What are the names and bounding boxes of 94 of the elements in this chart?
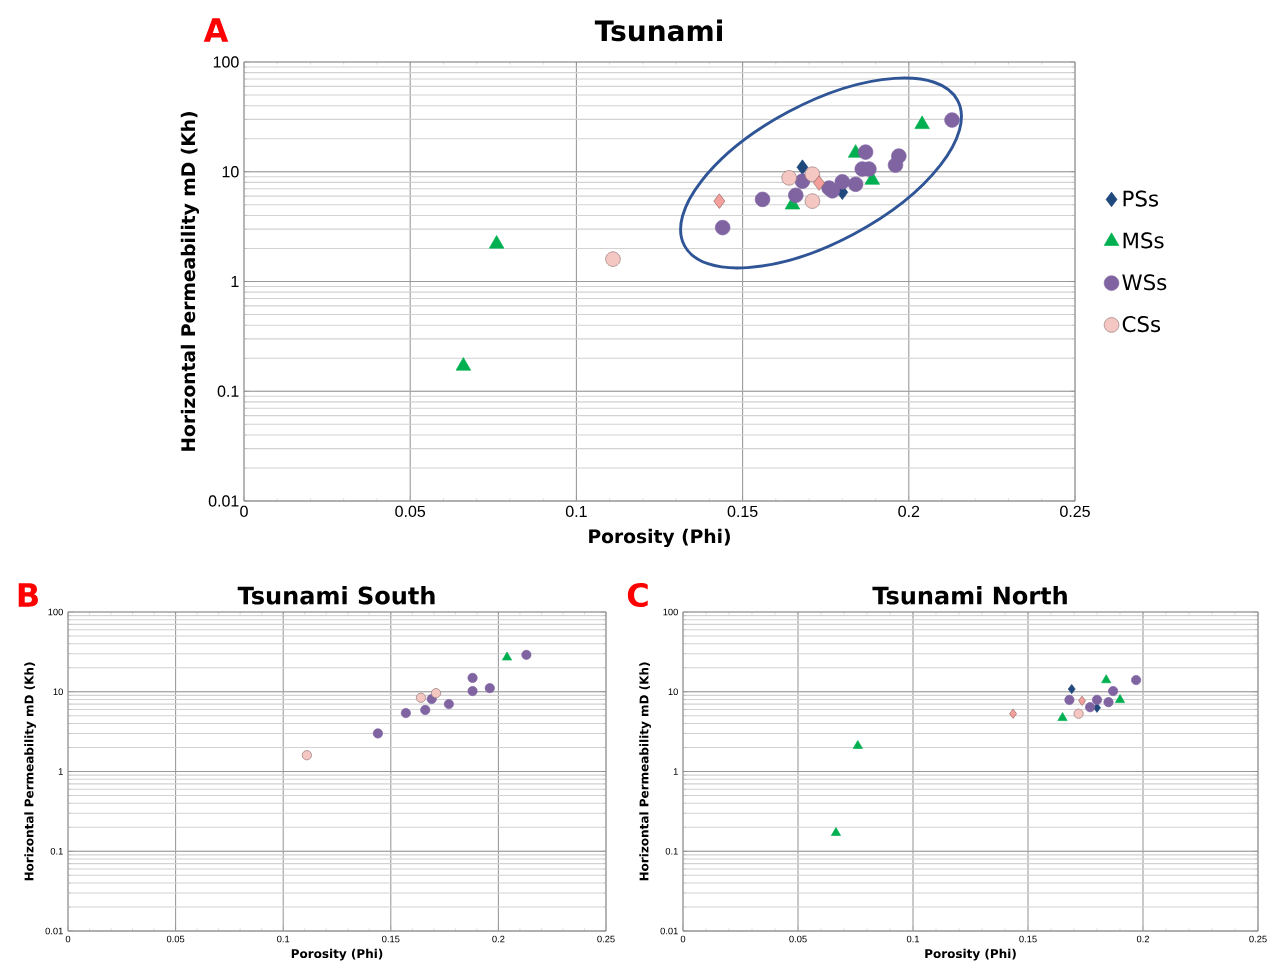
chart-title: Tsunami North bbox=[872, 586, 1067, 605]
y-tick-label: 100 bbox=[213, 56, 239, 68]
legend-label: WSs bbox=[1122, 274, 1167, 291]
y-tick-label: 0.01 bbox=[45, 927, 63, 935]
x-tick-label: 0.2 bbox=[898, 505, 920, 518]
x-tick-label: 0 bbox=[65, 935, 71, 943]
point bbox=[420, 705, 431, 716]
x-tick-label: 0.1 bbox=[906, 935, 920, 943]
y-tick-label: 10 bbox=[668, 688, 678, 696]
text: B bbox=[18, 583, 38, 607]
x-tick-label: 0.25 bbox=[1060, 505, 1090, 518]
point bbox=[430, 688, 441, 699]
point bbox=[415, 692, 426, 703]
y-tick-label: 1 bbox=[673, 768, 678, 775]
y-tick-label: 0.1 bbox=[217, 385, 239, 397]
x-tick-label: 0.1 bbox=[565, 505, 587, 518]
y-tick-label: 100 bbox=[663, 608, 678, 616]
text: C bbox=[627, 582, 648, 608]
point bbox=[1131, 675, 1142, 686]
point bbox=[1064, 694, 1075, 705]
legend-label: MSs bbox=[1123, 232, 1164, 249]
point bbox=[796, 159, 809, 175]
x-tick-label: 0 bbox=[240, 505, 248, 518]
chart-title: Tsunami bbox=[594, 19, 722, 42]
point bbox=[830, 827, 841, 836]
point bbox=[857, 144, 874, 160]
y-axis-title: Horizontal Permeability mD (Kh) bbox=[639, 662, 651, 881]
text: A bbox=[203, 18, 229, 42]
x-axis-title: Porosity (Phi) bbox=[589, 528, 730, 548]
point bbox=[714, 219, 731, 236]
point bbox=[852, 740, 863, 749]
point bbox=[1103, 697, 1114, 708]
y-tick-label: 10 bbox=[222, 166, 239, 178]
point bbox=[605, 251, 621, 267]
y-tick-label: 100 bbox=[48, 608, 63, 616]
point bbox=[521, 649, 532, 660]
point bbox=[788, 187, 804, 203]
point bbox=[713, 193, 726, 209]
x-axis-title: Porosity (Phi) bbox=[925, 948, 1016, 961]
x-tick-label: 0.05 bbox=[789, 935, 807, 943]
point bbox=[1101, 674, 1112, 684]
point bbox=[891, 148, 907, 164]
y-tick-label: 0.01 bbox=[208, 495, 239, 507]
point bbox=[1009, 708, 1017, 719]
x-tick-label: 0.2 bbox=[492, 935, 505, 943]
point bbox=[443, 699, 454, 710]
point bbox=[467, 672, 478, 683]
y-tick-label: 0.1 bbox=[50, 847, 63, 855]
point bbox=[301, 750, 312, 761]
point bbox=[455, 357, 472, 371]
point bbox=[400, 708, 411, 719]
point bbox=[834, 174, 850, 190]
x-axis-title: Porosity (Phi) bbox=[291, 948, 383, 961]
x-tick-label: 0.15 bbox=[727, 505, 758, 518]
y-tick-label: 0.01 bbox=[660, 927, 678, 935]
x-tick-label: 0.05 bbox=[395, 505, 426, 518]
point bbox=[1078, 695, 1086, 706]
point bbox=[1108, 686, 1119, 697]
y-tick-label: 1 bbox=[58, 768, 63, 775]
x-tick-label: 0.2 bbox=[1136, 935, 1150, 943]
x-tick-label: 0.25 bbox=[597, 935, 615, 943]
x-tick-label: 0.05 bbox=[166, 935, 185, 943]
point bbox=[488, 235, 505, 249]
point bbox=[944, 112, 960, 128]
x-tick-label: 0.15 bbox=[1019, 935, 1037, 943]
point bbox=[1073, 708, 1084, 719]
point bbox=[781, 170, 797, 186]
point bbox=[824, 183, 841, 199]
point bbox=[754, 191, 771, 208]
y-tick-label: 0.1 bbox=[665, 847, 678, 855]
point bbox=[372, 728, 383, 739]
point bbox=[467, 686, 478, 697]
y-tick-label: 1 bbox=[231, 276, 239, 287]
legend-label: CSs bbox=[1122, 316, 1161, 333]
x-tick-label: 0 bbox=[680, 935, 686, 943]
y-tick-label: 10 bbox=[53, 688, 63, 696]
chart-title: Tsunami South bbox=[237, 586, 435, 605]
point bbox=[813, 175, 825, 191]
legend-label: PSs bbox=[1123, 190, 1159, 207]
y-axis-title: Horizontal Permeability mD (Kh) bbox=[180, 112, 199, 451]
point bbox=[1067, 684, 1076, 695]
point bbox=[804, 166, 821, 182]
point bbox=[1092, 694, 1103, 705]
point bbox=[1085, 702, 1096, 713]
point bbox=[804, 193, 821, 209]
point bbox=[502, 651, 512, 661]
point bbox=[1115, 694, 1125, 703]
x-tick-label: 0.15 bbox=[382, 935, 400, 943]
x-tick-label: 0.25 bbox=[1249, 935, 1267, 943]
point bbox=[1057, 712, 1068, 721]
x-tick-label: 0.1 bbox=[277, 935, 290, 943]
point bbox=[847, 176, 864, 192]
point bbox=[484, 683, 495, 694]
y-axis-title: Horizontal Permeability mD (Kh) bbox=[24, 662, 36, 881]
